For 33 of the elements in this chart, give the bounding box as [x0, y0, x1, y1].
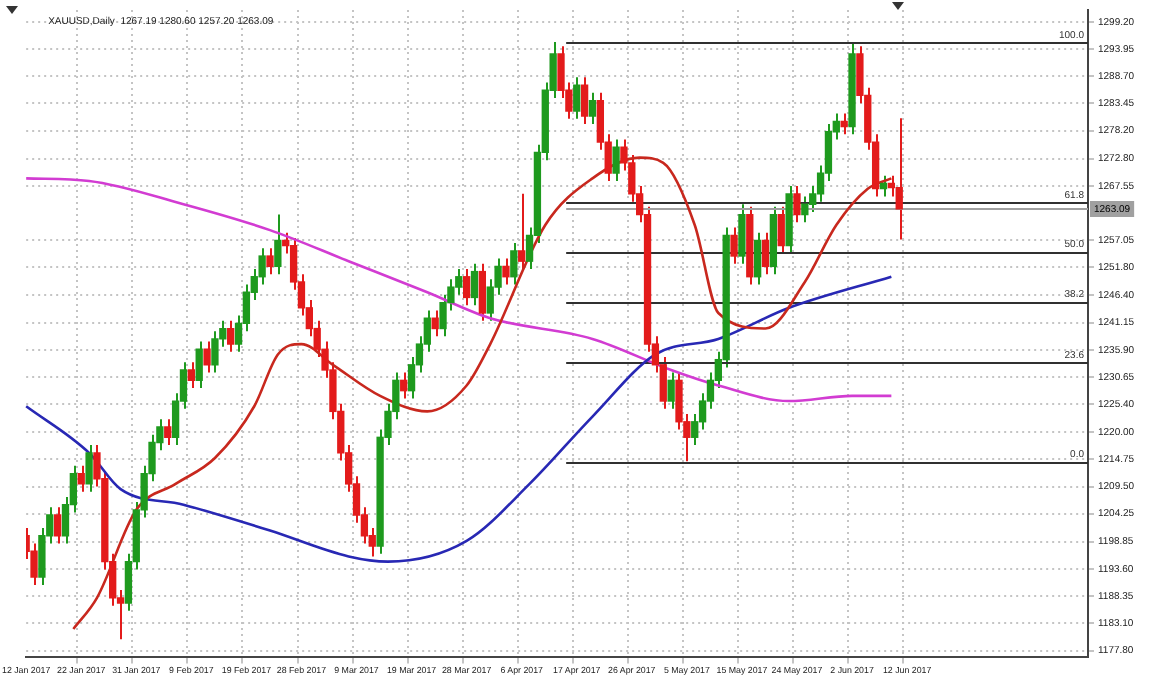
candlestick [738, 203, 746, 265]
candlestick [502, 257, 510, 286]
candlestick [588, 91, 597, 125]
candlestick [510, 242, 518, 286]
candlestick [518, 192, 526, 270]
candlestick [266, 247, 274, 276]
line-series [24, 177, 893, 403]
candlestick [667, 371, 675, 410]
candlestick [400, 371, 408, 400]
candlestick [227, 319, 235, 353]
candlestick [777, 205, 785, 255]
candlestick [77, 464, 85, 493]
line-series [72, 156, 893, 631]
candlestick [478, 262, 487, 322]
candlestick [164, 418, 172, 447]
candlestick [895, 117, 903, 241]
candlestick [85, 444, 93, 493]
candlestick [462, 267, 471, 307]
candlestick [203, 340, 211, 374]
candlestick [573, 76, 581, 120]
candlestick [195, 340, 203, 390]
candlestick [580, 76, 589, 125]
candlestick [470, 262, 479, 307]
candlestick [274, 213, 282, 276]
candlestick [753, 231, 762, 286]
candlestick [431, 309, 439, 338]
candlestick [793, 185, 801, 224]
candlestick [761, 231, 770, 276]
line-series [24, 275, 893, 563]
candlestick [612, 138, 620, 182]
candlestick [730, 226, 738, 265]
candlestick [53, 506, 62, 545]
candlestick [187, 361, 195, 390]
